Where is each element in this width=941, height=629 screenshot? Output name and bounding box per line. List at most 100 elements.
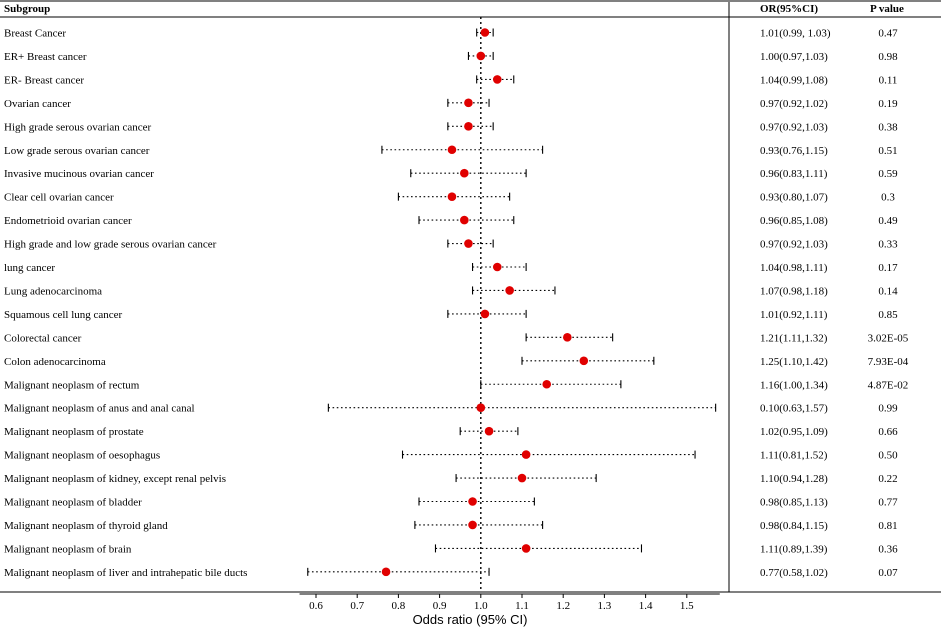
row-or-ci: 0.96(0.85,1.08)	[760, 215, 828, 227]
row-label: Endometrioid ovarian cancer	[4, 215, 132, 227]
row-label: Malignant neoplasm of brain	[4, 543, 132, 555]
row-or-ci: 0.96(0.83,1.11)	[760, 168, 828, 180]
row-or-ci: 0.98(0.85,1.13)	[760, 497, 828, 509]
x-tick-label: 1.4	[639, 600, 653, 612]
row-label: High grade serous ovarian cancer	[4, 121, 152, 133]
or-point	[381, 567, 391, 577]
row-p-value: 4.87E-02	[868, 379, 909, 391]
row-or-ci: 1.21(1.11,1.32)	[760, 332, 828, 344]
row-or-ci: 1.16(1.00,1.34)	[760, 379, 828, 391]
row-label: Malignant neoplasm of rectum	[4, 379, 140, 391]
row-or-ci: 0.77(0.58,1.02)	[760, 567, 828, 579]
row-p-value: 0.19	[878, 98, 898, 110]
row-or-ci: 0.93(0.80,1.07)	[760, 192, 828, 204]
x-tick-label: 0.7	[350, 600, 364, 612]
table-row: Malignant neoplasm of prostate 1.02(0.95,…	[4, 426, 898, 438]
row-label: ER- Breast cancer	[4, 74, 84, 86]
row-label: Malignant neoplasm of oesophagus	[4, 450, 160, 462]
or-point	[484, 426, 494, 436]
row-p-value: 0.49	[878, 215, 898, 227]
or-point	[447, 145, 457, 155]
points-layer	[307, 28, 717, 577]
or-point	[464, 98, 473, 108]
row-label: High grade and low grade serous ovarian …	[4, 239, 217, 251]
or-point	[447, 192, 457, 201]
row-label: Malignant neoplasm of kidney, except ren…	[4, 473, 226, 485]
header-or: OR(95%CI)	[760, 3, 818, 15]
row-p-value: 0.81	[878, 520, 897, 532]
table-row: Lung adenocarcinoma 1.07(0.98,1.18) 0.14	[4, 285, 898, 297]
row-or-ci: 1.11(0.81,1.52)	[760, 450, 828, 462]
row-p-value: 0.50	[878, 450, 898, 462]
row-p-value: 0.14	[878, 285, 898, 297]
or-point	[521, 544, 531, 553]
table-row: Malignant neoplasm of oesophagus 1.11(0.8…	[4, 450, 898, 462]
or-point	[460, 215, 469, 225]
header-subgroup: Subgroup	[4, 3, 50, 15]
or-point	[563, 333, 572, 342]
table-row: ER- Breast cancer 1.04(0.99,1.08) 0.11	[4, 74, 897, 86]
table-row: High grade serous ovarian cancer 0.97(0.9…	[4, 121, 898, 133]
row-label: Low grade serous ovarian cancer	[4, 145, 150, 157]
table-row: lung cancer 1.04(0.98,1.11) 0.17	[4, 262, 898, 274]
row-label: Colon adenocarcinoma	[4, 356, 106, 368]
row-p-value: 3.02E-05	[868, 332, 909, 344]
header-p: P value	[870, 3, 904, 15]
x-tick-label: 0.9	[433, 600, 447, 612]
or-point	[476, 51, 486, 61]
row-p-value: 0.98	[878, 51, 898, 63]
row-or-ci: 1.04(0.98,1.11)	[760, 262, 828, 274]
row-label: Malignant neoplasm of bladder	[4, 497, 142, 509]
row-or-ci: 1.01(0.92,1.11)	[760, 309, 828, 321]
or-point	[492, 262, 502, 272]
x-tick-label: 0.6	[309, 600, 323, 612]
row-p-value: 0.51	[878, 145, 897, 157]
row-or-ci: 0.97(0.92,1.03)	[760, 121, 828, 133]
table-row: Squamous cell lung cancer 1.01(0.92,1.11)…	[4, 309, 898, 321]
or-point	[505, 286, 514, 295]
row-p-value: 0.33	[878, 239, 898, 251]
or-point	[492, 75, 502, 84]
row-p-value: 0.47	[878, 28, 898, 40]
x-tick-label: 1.5	[680, 600, 694, 612]
row-label: Clear cell ovarian cancer	[4, 192, 114, 204]
table-row: Malignant neoplasm of rectum 1.16(1.00,1.…	[4, 379, 908, 391]
row-p-value: 0.17	[878, 262, 898, 274]
row-or-ci: 1.25(1.10,1.42)	[760, 356, 828, 368]
x-axis-label: Odds ratio (95% CI)	[413, 612, 528, 627]
x-tick-label: 1.3	[598, 600, 612, 612]
row-label: ER+ Breast cancer	[4, 51, 87, 63]
x-axis: 0.6 0.7 0.8 0.9 1.0 1.1 1.2 1.3 1.4 1.5	[299, 593, 720, 612]
row-label: Lung adenocarcinoma	[4, 285, 102, 297]
x-tick-label: 0.8	[392, 600, 406, 612]
row-or-ci: 1.11(0.89,1.39)	[760, 543, 828, 555]
table-row: Malignant neoplasm of anus and anal cana…	[4, 403, 898, 415]
rows-layer: Breast Cancer 1.01(0.99, 1.03) 0.47 ER+ Bre…	[4, 28, 909, 579]
row-or-ci: 1.02(0.95,1.09)	[760, 426, 828, 438]
or-point	[464, 239, 473, 248]
row-or-ci: 0.93(0.76,1.15)	[760, 145, 828, 157]
or-point	[517, 473, 527, 483]
table-row: Colorectal cancer 1.21(1.11,1.32) 3.02E-05	[4, 332, 909, 344]
table-row: Malignant neoplasm of bladder 0.98(0.85,1…	[4, 497, 898, 509]
row-or-ci: 1.04(0.99,1.08)	[760, 74, 828, 86]
or-point	[460, 168, 469, 178]
table-row: Malignant neoplasm of kidney, except ren…	[4, 473, 898, 485]
row-p-value: 0.66	[878, 426, 898, 438]
table-row: Invasive mucinous ovarian cancer 0.96(0.8…	[4, 168, 898, 180]
row-p-value: 0.85	[878, 309, 898, 321]
row-p-value: 0.11	[879, 74, 898, 86]
row-label: Ovarian cancer	[4, 98, 71, 110]
row-label: Malignant neoplasm of anus and anal cana…	[4, 403, 195, 415]
row-label: Malignant neoplasm of thyroid gland	[4, 520, 168, 532]
row-p-value: 0.99	[878, 403, 898, 415]
row-p-value: 0.3	[881, 192, 895, 204]
row-label: Colorectal cancer	[4, 332, 82, 344]
or-point	[464, 122, 473, 131]
row-p-value: 0.22	[878, 473, 897, 485]
row-label: Malignant neoplasm of liver and intrahep…	[4, 567, 247, 579]
row-p-value: 7.93E-04	[868, 356, 909, 368]
table-row: Malignant neoplasm of liver and intrahep…	[4, 567, 898, 579]
table-row: Clear cell ovarian cancer 0.93(0.80,1.07)…	[4, 192, 895, 204]
row-label: Malignant neoplasm of prostate	[4, 426, 144, 438]
